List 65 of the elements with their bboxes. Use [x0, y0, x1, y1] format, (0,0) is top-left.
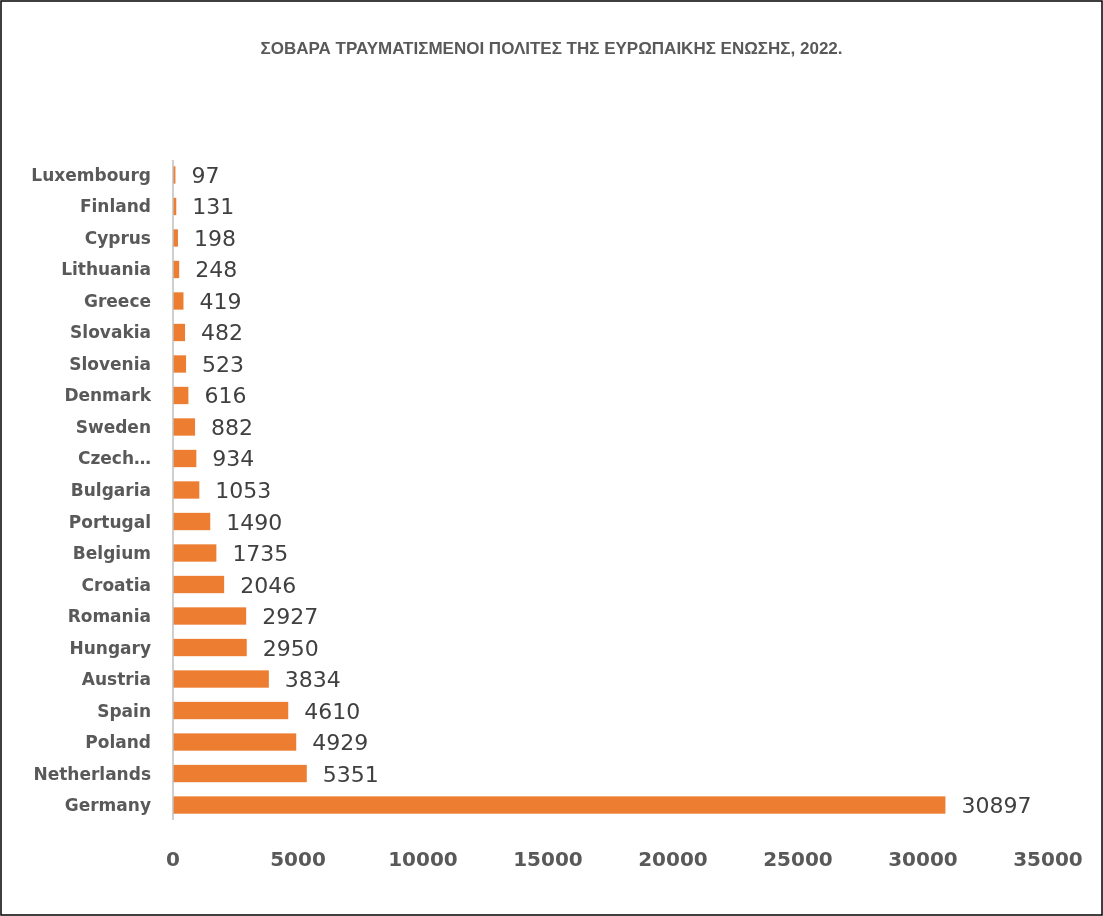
y-tick-label: Netherlands [33, 763, 151, 784]
bar [173, 701, 289, 720]
data-label: 1735 [232, 541, 289, 567]
y-tick-label: Croatia [81, 574, 151, 595]
bar [173, 418, 196, 436]
bar [173, 449, 197, 468]
y-tick-label: Belgium [72, 543, 151, 564]
bar [173, 670, 269, 688]
data-label: 934 [212, 446, 255, 472]
data-label: 198 [193, 225, 236, 251]
data-label: 616 [204, 383, 247, 409]
y-tick-label: Hungary [69, 637, 151, 658]
bar [173, 481, 200, 499]
data-label: 482 [201, 320, 244, 346]
data-label: 4929 [312, 730, 369, 756]
data-label: 523 [202, 351, 245, 377]
y-tick-label: Slovakia [70, 322, 151, 343]
chart-title: ΣΟΒΑΡΑ ΤΡΑΥΜΑΤΙΣΜΕΝΟΙ ΠΟΛΙΤΕΣ ΤΗΣ ΕΥΡΩΠΑΙΚΗΣ ΕΝΩΣΗΣ, 2022. [260, 39, 843, 58]
data-label: 2046 [240, 572, 297, 598]
bar [173, 575, 225, 594]
data-label: 1490 [226, 509, 283, 535]
bar [173, 355, 187, 373]
data-label: 131 [192, 194, 235, 220]
data-label: 30897 [961, 793, 1032, 819]
bar [173, 764, 307, 783]
y-tick-label: Cyprus [84, 227, 151, 248]
y-tick-label: Austria [81, 669, 151, 690]
y-tick-label: Portugal [68, 511, 151, 532]
x-tick-label: 15000 [513, 847, 583, 871]
data-label: 882 [211, 414, 254, 440]
data-label: 419 [199, 288, 242, 314]
y-tick-label: Czech… [77, 448, 151, 469]
data-label: 2950 [262, 635, 319, 661]
y-tick-label: Sweden [75, 416, 151, 437]
x-tick-label: 5000 [270, 847, 326, 871]
data-label: 1053 [215, 478, 272, 503]
bar [173, 544, 217, 562]
data-label: 5351 [322, 761, 379, 787]
bar [173, 607, 247, 625]
y-tick-label: Denmark [64, 385, 152, 406]
bar [173, 512, 211, 531]
data-label: 2927 [262, 604, 319, 630]
bar [173, 796, 946, 814]
x-tick-label: 30000 [888, 847, 958, 871]
data-label: 4610 [304, 698, 361, 724]
y-tick-label: Poland [85, 732, 151, 753]
y-tick-label: Germany [64, 795, 151, 816]
y-tick-label: Spain [97, 700, 151, 721]
y-tick-label: Bulgaria [70, 480, 151, 500]
y-tick-label: Lithuania [61, 259, 151, 280]
data-label: 248 [195, 257, 238, 283]
y-tick-label: Finland [79, 196, 151, 217]
data-label: 97 [191, 162, 220, 188]
x-tick-label: 35000 [1013, 847, 1083, 871]
y-tick-label: Slovenia [69, 353, 151, 374]
x-tick-label: 0 [166, 847, 180, 871]
bar [173, 638, 247, 657]
x-tick-label: 20000 [638, 847, 708, 871]
y-tick-label: Romania [67, 606, 151, 627]
x-tick-label: 10000 [388, 847, 458, 871]
y-tick-label: Luxembourg [31, 164, 151, 185]
data-label: 3834 [284, 667, 341, 693]
x-tick-label: 25000 [763, 847, 833, 871]
bar [173, 733, 297, 751]
y-tick-label: Greece [83, 290, 151, 311]
